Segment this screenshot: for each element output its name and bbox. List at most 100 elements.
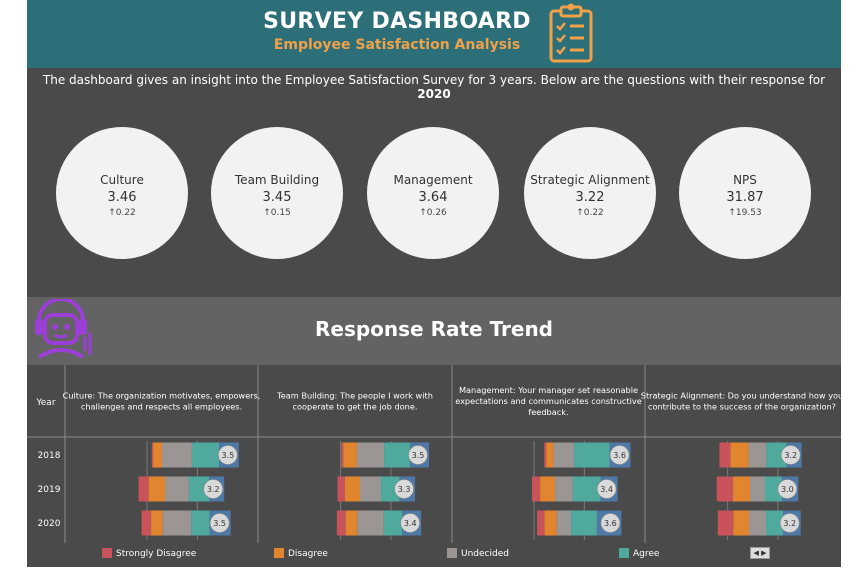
bar-segment-undecided bbox=[359, 476, 382, 502]
year-label: 2019 bbox=[38, 485, 61, 495]
kpi-management[interactable]: Management 3.64 ↑0.26 bbox=[367, 127, 499, 259]
question-header: Team Building: The people I work with coo… bbox=[276, 391, 433, 412]
bar-segment-disagree bbox=[540, 476, 556, 502]
kpi-change: ↑0.26 bbox=[419, 208, 447, 218]
year-label: 2018 bbox=[38, 451, 61, 461]
legend-strongly-disagree[interactable]: Strongly Disagree bbox=[102, 548, 196, 559]
kpi-label: NPS bbox=[733, 173, 757, 187]
legend: Strongly Disagree Disagree Undecided Agr… bbox=[27, 543, 841, 567]
kpi-change: ↑0.15 bbox=[263, 208, 291, 218]
description-text: The dashboard gives an insight into the … bbox=[42, 73, 826, 87]
kpi-culture[interactable]: Culture 3.46 ↑0.22 bbox=[56, 127, 188, 259]
bar-segment-agree bbox=[574, 442, 610, 468]
score-label: 3.4 bbox=[600, 485, 613, 494]
score-label: 3.3 bbox=[398, 485, 411, 494]
year-label: 2020 bbox=[38, 519, 61, 529]
bar-segment-undecided bbox=[748, 442, 767, 468]
legend-label: Undecided bbox=[461, 549, 509, 559]
score-badge bbox=[609, 445, 630, 465]
legend-swatch bbox=[619, 548, 629, 558]
question-header: Management: Your manager set reasonable e… bbox=[455, 385, 642, 417]
score-label: 3.2 bbox=[783, 519, 796, 528]
robot-icon bbox=[35, 299, 92, 359]
score-label: 3.2 bbox=[784, 451, 797, 460]
bar-segment-agree bbox=[191, 510, 210, 536]
year-header: Year bbox=[35, 398, 55, 408]
bar-segment-undecided bbox=[750, 476, 765, 502]
bar-segment-agree bbox=[766, 510, 784, 536]
legend-swatch bbox=[102, 548, 112, 558]
bar-segment-strongly-disagree bbox=[537, 510, 545, 536]
bar-segment-strongly-disagree bbox=[719, 442, 731, 468]
kpi-value: 31.87 bbox=[726, 190, 764, 205]
bar-segment-undecided bbox=[556, 510, 572, 536]
bar-segment-disagree bbox=[546, 442, 554, 468]
dashboard-subtitle: Employee Satisfaction Analysis bbox=[273, 37, 521, 53]
bar-segment-agree bbox=[572, 476, 601, 502]
header-band: SURVEY DASHBOARD Employee Satisfaction A… bbox=[27, 0, 841, 68]
score-label: 3.0 bbox=[781, 485, 794, 494]
kpi-value: 3.22 bbox=[575, 190, 605, 205]
bar-segment-disagree bbox=[733, 476, 751, 502]
bar-segment-agree bbox=[191, 442, 220, 468]
bar-segment-undecided bbox=[553, 442, 575, 468]
legend-pager-arrows[interactable]: ◀ ▶ bbox=[750, 547, 770, 559]
bar-segment-agree bbox=[383, 510, 403, 536]
response-rate-svg: Year 2018 2019 2020 Culture: The organizatio… bbox=[27, 365, 841, 543]
kpi-team-building[interactable]: Team Building 3.45 ↑0.15 bbox=[211, 127, 343, 259]
response-rate-chart: Year 2018 2019 2020 Culture: The organizatio… bbox=[27, 365, 841, 543]
kpi-label: Strategic Alignment bbox=[530, 173, 650, 187]
bar-segment-disagree bbox=[151, 510, 163, 536]
score-badge bbox=[779, 513, 800, 533]
legend-agree[interactable]: Agree bbox=[619, 548, 659, 559]
kpi-change: ↑0.22 bbox=[108, 208, 136, 218]
kpi-label: Management bbox=[393, 173, 473, 187]
bar-segment-strongly-disagree bbox=[717, 510, 734, 536]
score-label: 3.6 bbox=[613, 451, 626, 460]
score-label: 3.5 bbox=[221, 451, 234, 460]
score-badge bbox=[218, 445, 238, 465]
kpi-value: 3.45 bbox=[262, 190, 292, 205]
kpi-change: ↑19.53 bbox=[728, 208, 762, 218]
bar-segment-undecided bbox=[357, 510, 384, 536]
legend-label: Disagree bbox=[288, 549, 328, 559]
bar-segment-undecided bbox=[356, 442, 385, 468]
dashboard: SURVEY DASHBOARD Employee Satisfaction A… bbox=[27, 0, 841, 567]
bar-segment-strongly-disagree bbox=[337, 476, 346, 502]
bar-segment-strongly-disagree bbox=[336, 510, 346, 536]
bar-segment-disagree bbox=[153, 442, 162, 468]
question-header: Strategic Alignment: Do you understand h… bbox=[641, 391, 841, 412]
bar-segment-undecided bbox=[165, 476, 189, 502]
kpi-value: 3.64 bbox=[418, 190, 448, 205]
legend-disagree[interactable]: Disagree bbox=[274, 548, 328, 559]
kpi-nps[interactable]: NPS 31.87 ↑19.53 bbox=[679, 127, 811, 259]
bar-segment-undecided bbox=[161, 442, 192, 468]
bar-segment-undecided bbox=[555, 476, 573, 502]
kpi-strategic-alignment[interactable]: Strategic Alignment 3.22 ↑0.22 bbox=[524, 127, 656, 259]
score-badge bbox=[596, 479, 617, 499]
score-badge bbox=[780, 445, 801, 465]
bar-segment-undecided bbox=[749, 510, 767, 536]
score-badge bbox=[400, 513, 420, 533]
description-year: 2020 bbox=[417, 87, 451, 101]
clipboard-checklist-icon bbox=[549, 3, 593, 63]
bar-segment-strongly-disagree bbox=[151, 442, 154, 468]
bar-segment-disagree bbox=[733, 510, 750, 536]
score-badge bbox=[203, 479, 223, 499]
bar-segment-disagree bbox=[730, 442, 749, 468]
score-badge bbox=[777, 479, 798, 499]
legend-label: Strongly Disagree bbox=[116, 549, 197, 559]
bar-segment-disagree bbox=[343, 442, 357, 468]
score-badge bbox=[209, 513, 230, 533]
legend-swatch bbox=[274, 548, 284, 558]
bar-segment-strongly-disagree bbox=[531, 476, 541, 502]
legend-undecided[interactable]: Undecided bbox=[447, 548, 509, 559]
kpi-label: Team Building bbox=[234, 173, 320, 187]
bar-segment-agree bbox=[381, 476, 400, 502]
score-badge bbox=[394, 479, 414, 499]
bar-segment-strongly-disagree bbox=[138, 476, 149, 502]
kpi-value: 3.46 bbox=[107, 190, 137, 205]
bar-segment-agree bbox=[766, 442, 787, 468]
kpi-change: ↑0.22 bbox=[576, 208, 604, 218]
bar-segment-disagree bbox=[148, 476, 166, 502]
